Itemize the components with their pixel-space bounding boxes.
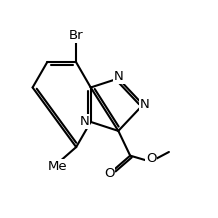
Text: N: N	[80, 115, 90, 128]
Text: O: O	[104, 167, 114, 181]
Text: Br: Br	[69, 29, 83, 42]
Text: O: O	[146, 152, 156, 165]
Text: N: N	[114, 70, 124, 83]
Text: N: N	[140, 98, 150, 111]
Text: Me: Me	[48, 160, 68, 173]
